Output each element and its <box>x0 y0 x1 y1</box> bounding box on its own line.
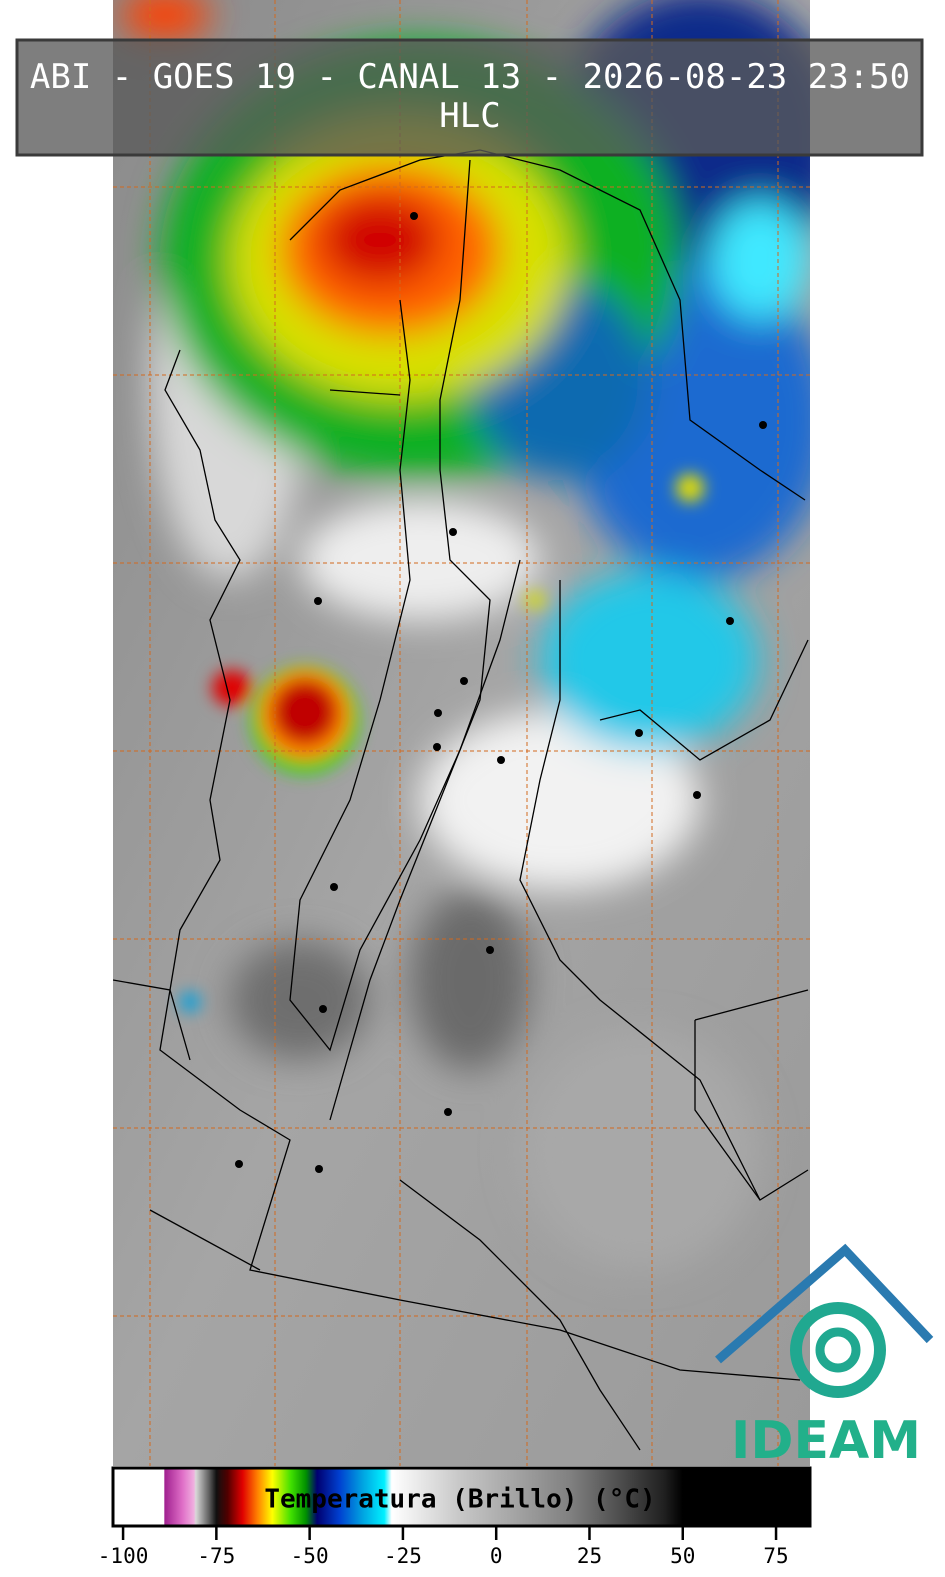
tick-label: -100 <box>98 1544 149 1568</box>
cities <box>235 212 767 1173</box>
logo: IDEAM <box>715 1243 934 1471</box>
subtitle: HLC <box>439 96 500 136</box>
tick-label: 0 <box>490 1544 503 1568</box>
colorbar-gradient <box>111 1466 812 1528</box>
tick-label: 50 <box>670 1544 695 1568</box>
tick-label: 75 <box>763 1544 788 1568</box>
satellite-image <box>113 0 810 1466</box>
colorbar: Temperatura (Brillo) (°C) -100 -75 -50 -25 0… <box>98 1466 812 1568</box>
tick-label: -75 <box>197 1544 235 1568</box>
title-box <box>15 38 924 157</box>
tick-label: -25 <box>384 1544 422 1568</box>
tick-label: 25 <box>577 1544 602 1568</box>
tick-label: -50 <box>291 1544 329 1568</box>
borders <box>113 149 809 1451</box>
colorbar-label: Temperatura (Brillo) (°C) <box>264 1485 655 1515</box>
title: ABI - GOES 19 - CANAL 13 - 2026-08-23 23… <box>30 57 910 97</box>
logo-text: IDEAM <box>731 1411 921 1471</box>
graticule <box>113 0 810 1466</box>
